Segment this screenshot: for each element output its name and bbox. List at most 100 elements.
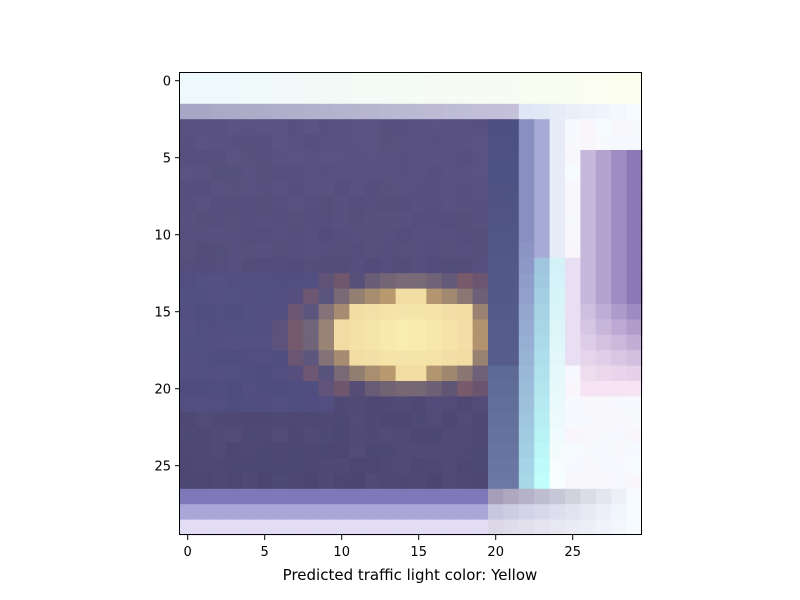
image-pixel (257, 504, 273, 521)
y-axis: 0 5 10 15 20 25 (154, 75, 180, 475)
image-pixel (580, 288, 597, 305)
x-tick-label: 25 (564, 545, 581, 560)
image-pixel (611, 288, 628, 305)
image-pixel (241, 304, 258, 320)
image-pixel (518, 442, 535, 459)
image-pixel (380, 319, 397, 336)
image-pixel (488, 319, 504, 336)
image-pixel (226, 427, 243, 444)
image-pixel (364, 227, 381, 243)
image-pixel (349, 396, 366, 413)
image-pixel (488, 242, 504, 259)
image-pixel (318, 381, 335, 397)
image-pixel (411, 211, 427, 228)
image-pixel (549, 350, 566, 367)
image-pixel (534, 396, 551, 413)
image-pixel (349, 242, 366, 259)
image-pixel (611, 119, 628, 136)
image-pixel (457, 304, 474, 320)
image-pixel (334, 519, 350, 536)
image-pixel (457, 396, 474, 413)
image-pixel (472, 273, 489, 290)
image-pixel (180, 227, 196, 243)
image-pixel (611, 458, 628, 474)
image-pixel (503, 227, 520, 243)
image-pixel (380, 519, 397, 536)
image-pixel (472, 134, 489, 151)
image-pixel (611, 365, 628, 382)
image-pixel (395, 381, 412, 397)
image-pixel (364, 304, 381, 320)
image-pixel (595, 273, 612, 290)
image-pixel (241, 288, 258, 305)
image-pixel (565, 319, 581, 336)
image-pixel (457, 458, 474, 474)
image-pixel (503, 273, 520, 290)
image-pixel (210, 211, 227, 228)
image-pixel (549, 458, 566, 474)
image-pixel (241, 88, 258, 105)
image-pixel (549, 227, 566, 243)
image-pixel (226, 73, 243, 89)
image-pixel (518, 180, 535, 197)
image-pixel (488, 304, 504, 320)
image-pixel (287, 273, 304, 290)
image-pixel (380, 180, 397, 197)
image-pixel (349, 350, 366, 367)
image-pixel (349, 211, 366, 228)
image-pixel (426, 442, 443, 459)
image-pixel (534, 458, 551, 474)
image-pixel (272, 396, 289, 413)
image-pixel (195, 165, 212, 182)
image-pixel (457, 288, 474, 305)
image-pixel (226, 288, 243, 305)
image-pixel (334, 365, 350, 382)
image-pixel (534, 334, 551, 351)
image-pixel (287, 411, 304, 428)
image-pixel (226, 504, 243, 521)
image-pixel (195, 150, 212, 166)
image-pixel (241, 319, 258, 336)
image-pixel (303, 442, 320, 459)
image-pixel (472, 119, 489, 136)
image-pixel (472, 504, 489, 521)
image-pixel (395, 488, 412, 505)
image-pixel (503, 350, 520, 367)
image-pixel (472, 227, 489, 243)
image-pixel (257, 381, 273, 397)
image-pixel (210, 257, 227, 274)
image-pixel (457, 73, 474, 89)
image-pixel (503, 319, 520, 336)
image-pixel (380, 196, 397, 213)
image-pixel (411, 334, 427, 351)
image-pixel (534, 519, 551, 536)
image-pixel (411, 73, 427, 89)
image-pixel (349, 196, 366, 213)
image-pixel (472, 288, 489, 305)
image-pixel (549, 319, 566, 336)
image-pixel (287, 257, 304, 274)
image-pixel (257, 488, 273, 505)
image-pixel (426, 165, 443, 182)
image-pixel (395, 519, 412, 536)
image-pixel (534, 319, 551, 336)
image-pixel (503, 288, 520, 305)
image-pixel (257, 227, 273, 243)
image-pixel (472, 442, 489, 459)
image-pixel (565, 242, 581, 259)
image-pixel (349, 319, 366, 336)
image-pixel (287, 473, 304, 490)
image-pixel (241, 350, 258, 367)
image-pixel (580, 396, 597, 413)
image-pixel (411, 165, 427, 182)
image-pixel (426, 134, 443, 151)
image-pixel (411, 242, 427, 259)
x-tick-label: 0 (184, 545, 192, 560)
image-pixel (395, 165, 412, 182)
image-pixel (611, 488, 628, 505)
image-pixel (395, 288, 412, 305)
image-pixel (287, 381, 304, 397)
image-pixel (180, 88, 196, 105)
image-pixel (441, 180, 458, 197)
image-pixel (472, 334, 489, 351)
